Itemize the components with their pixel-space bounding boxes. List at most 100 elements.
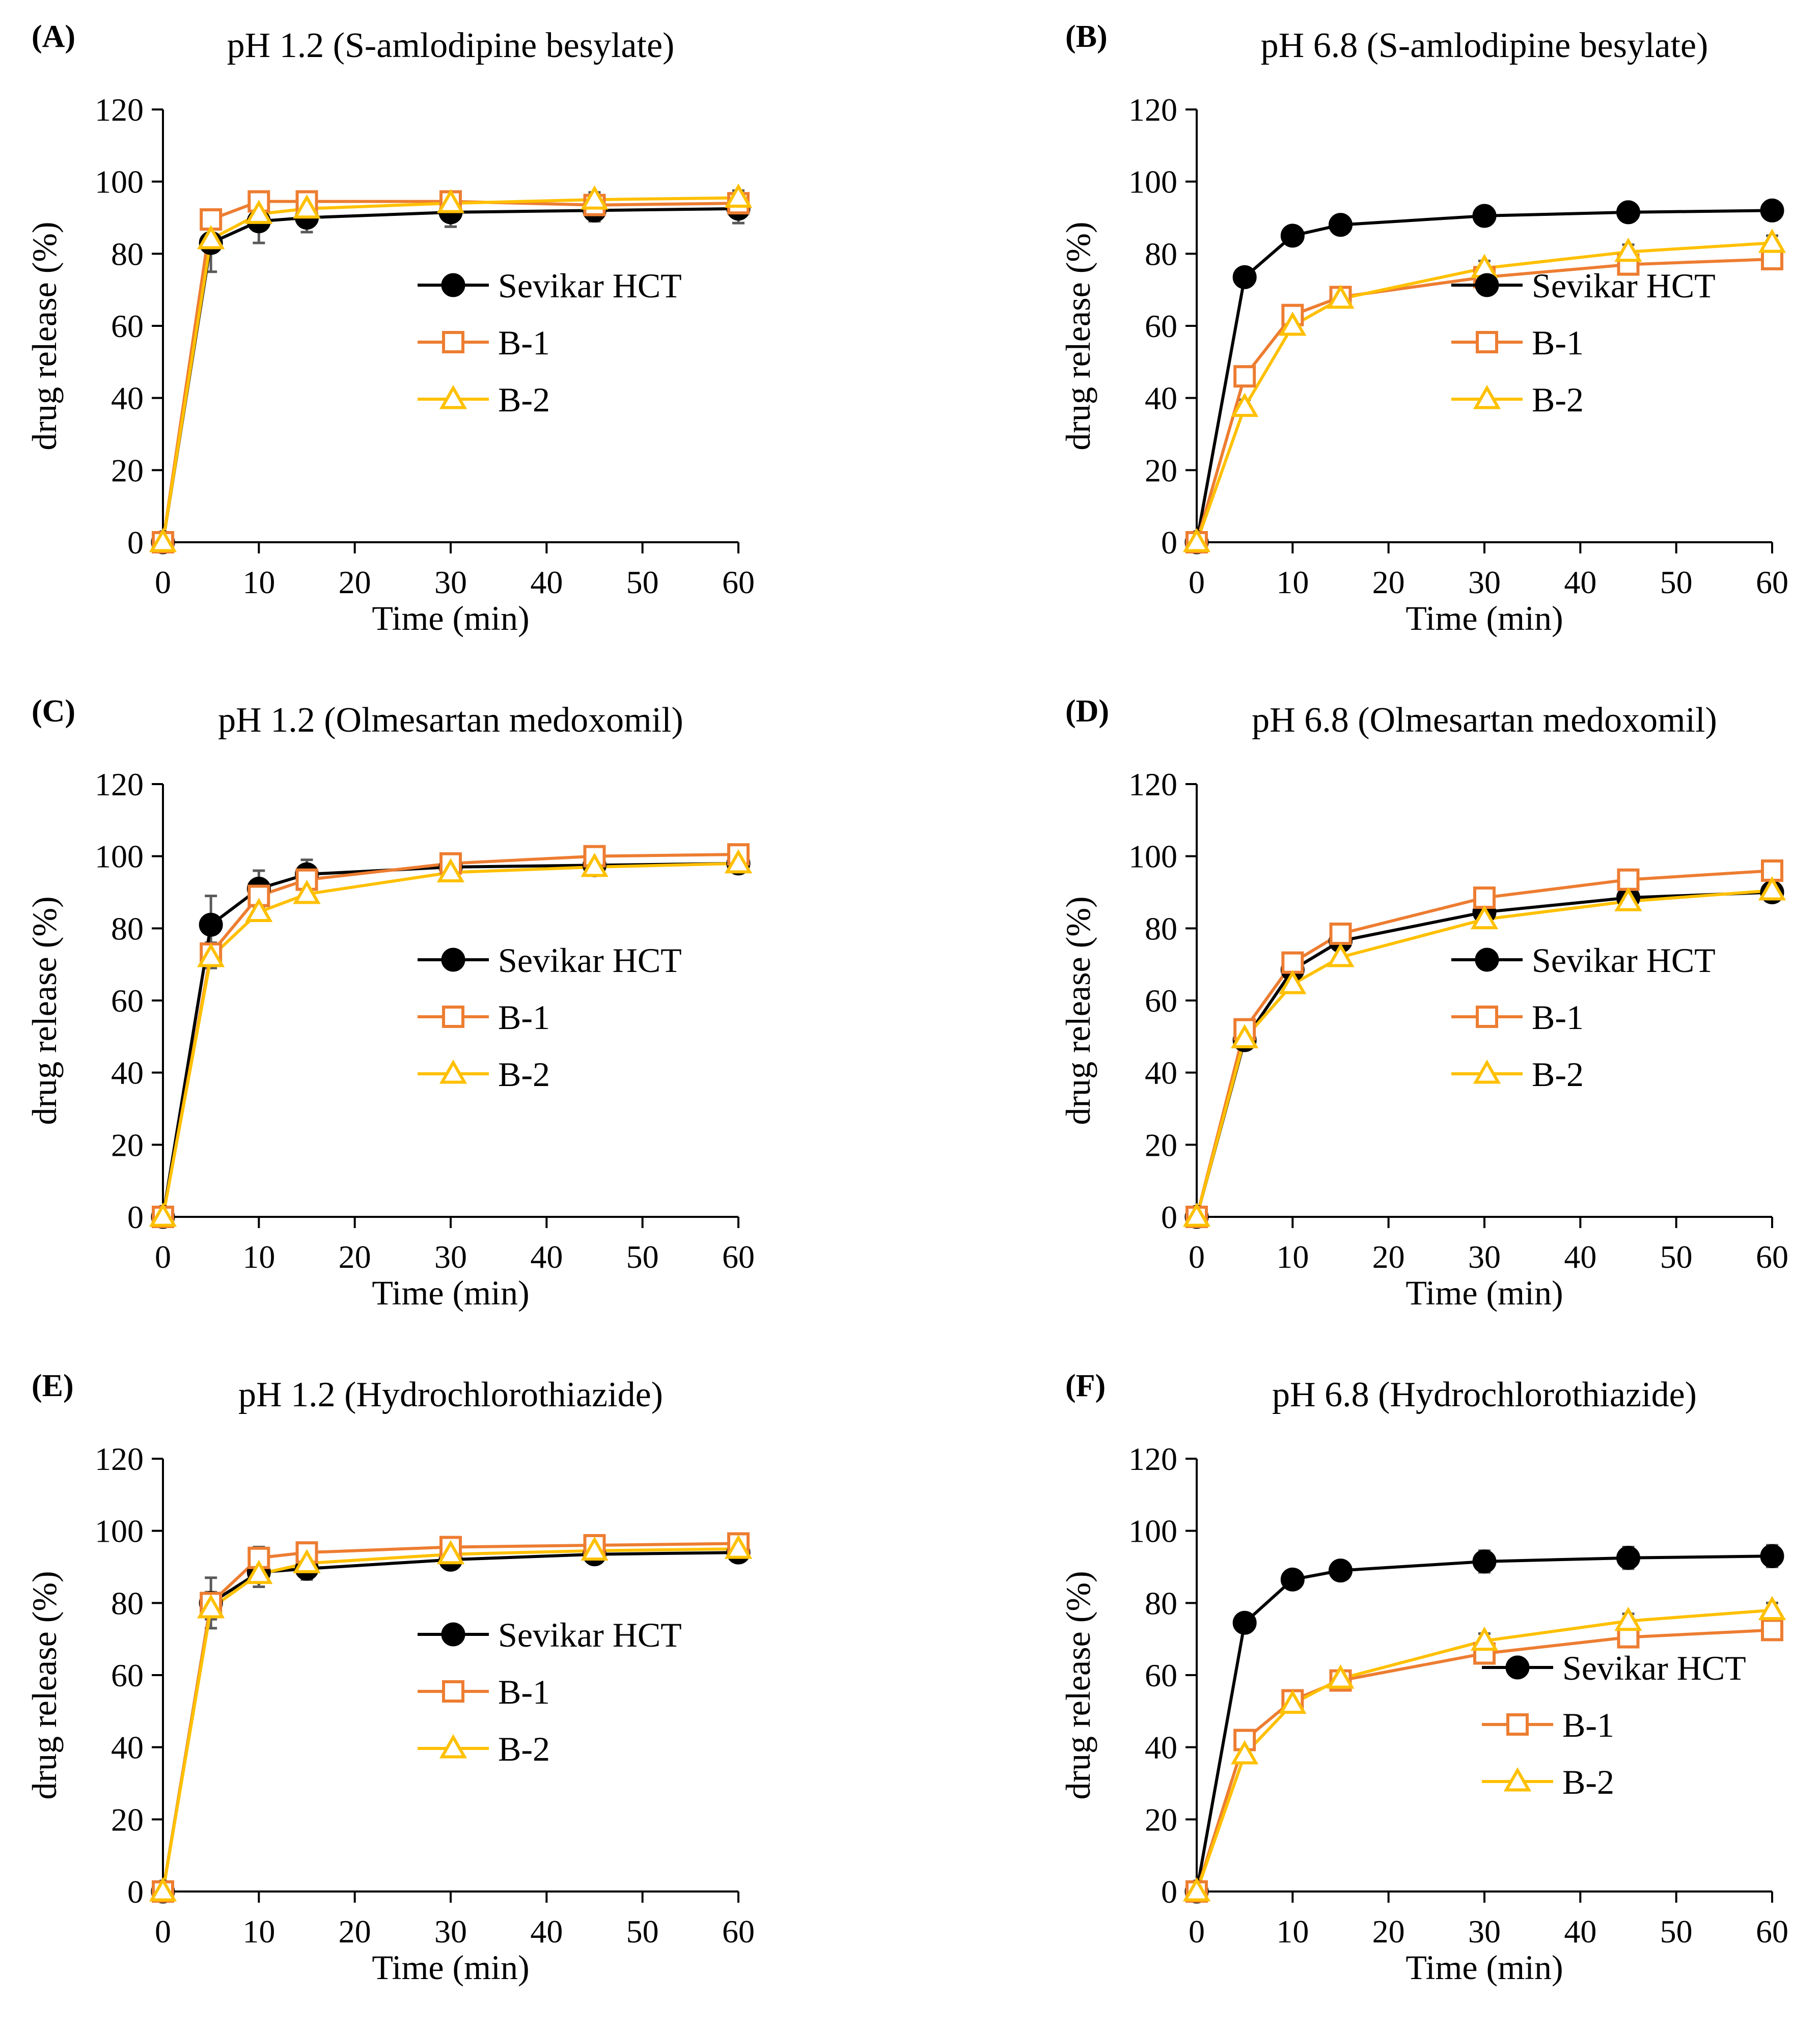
legend-item: B-1 xyxy=(418,998,550,1037)
x-tick-label: 40 xyxy=(530,1913,563,1950)
data-point xyxy=(1614,237,1642,262)
y-tick-label: 0 xyxy=(127,524,144,561)
chart-title: pH 1.2 (S-amlodipine besylate) xyxy=(227,26,675,65)
x-tick-label: 30 xyxy=(434,1239,467,1275)
y-tick-label: 80 xyxy=(1145,1585,1177,1621)
y-axis-label: drug release (%) xyxy=(1059,896,1097,1125)
legend-marker xyxy=(442,1680,464,1703)
data-point xyxy=(1279,970,1307,994)
data-point xyxy=(1616,1546,1640,1570)
x-tick-label: 50 xyxy=(626,1913,659,1950)
chart-panel-3: (C) pH 1.2 (Olmesartan medoxomil) 0 20 40 60 8… xyxy=(25,694,755,1312)
y-axis-label: drug release (%) xyxy=(25,221,64,450)
data-point xyxy=(1182,1202,1211,1227)
data-point xyxy=(436,189,465,213)
x-tick-label: 0 xyxy=(1189,564,1205,600)
legend-marker xyxy=(1476,1006,1498,1028)
x-tick-label: 20 xyxy=(1372,1239,1405,1275)
x-tick-label: 20 xyxy=(339,1239,371,1275)
legend-marker xyxy=(1506,1713,1529,1736)
y-tick-label: 100 xyxy=(1128,839,1177,875)
y-tick-label: 60 xyxy=(111,983,144,1019)
y-tick-label: 100 xyxy=(95,1513,144,1549)
x-tick-label: 60 xyxy=(722,564,755,600)
data-point xyxy=(149,1202,177,1227)
chart-title: pH 6.8 (Hydrochlorothiazide) xyxy=(1272,1375,1697,1414)
data-point xyxy=(1230,393,1259,417)
legend-item: Sevikar HCT xyxy=(418,1616,682,1654)
x-tick-label: 0 xyxy=(155,1913,171,1950)
y-tick-label: 20 xyxy=(1145,452,1177,488)
x-tick-label: 60 xyxy=(1756,1239,1788,1275)
data-point xyxy=(724,849,753,874)
legend-item: Sevikar HCT xyxy=(1451,941,1716,980)
y-tick-label: 80 xyxy=(111,910,144,947)
data-point xyxy=(1472,204,1497,228)
legend-item: B-1 xyxy=(418,323,550,362)
legend-marker xyxy=(1473,1059,1501,1084)
legend-marker xyxy=(1503,1767,1532,1792)
y-tick-label: 0 xyxy=(127,1874,144,1910)
data-point xyxy=(1758,1596,1786,1620)
x-tick-label: 60 xyxy=(1756,1913,1788,1950)
data-point xyxy=(149,527,177,552)
data-point xyxy=(1281,951,1304,974)
y-tick-label: 100 xyxy=(1128,1513,1177,1549)
y-tick-label: 80 xyxy=(111,1585,144,1621)
y-tick-label: 80 xyxy=(1145,910,1177,947)
y-axis-label: drug release (%) xyxy=(25,896,64,1125)
legend-item: B-2 xyxy=(418,1055,550,1094)
legend-item: B-1 xyxy=(1482,1706,1614,1744)
data-point xyxy=(1614,887,1642,911)
x-tick-label: 0 xyxy=(155,564,171,600)
x-tick-label: 50 xyxy=(1660,1913,1693,1950)
data-point xyxy=(1329,213,1353,237)
data-point xyxy=(1279,1689,1307,1714)
x-tick-label: 30 xyxy=(1468,1239,1501,1275)
legend-item: B-1 xyxy=(418,1673,550,1711)
x-tick-label: 10 xyxy=(242,564,275,600)
x-tick-label: 40 xyxy=(530,564,563,600)
legend-marker xyxy=(1473,384,1501,409)
legend: Sevikar HCT B-1 B-2 xyxy=(418,1616,682,1768)
data-point xyxy=(1758,876,1786,901)
data-point xyxy=(581,852,609,877)
y-axis-label: drug release (%) xyxy=(1059,221,1097,450)
x-tick-label: 10 xyxy=(242,1239,275,1275)
x-tick-label: 0 xyxy=(1189,1913,1205,1950)
x-tick-label: 10 xyxy=(1276,564,1309,600)
x-tick-label: 30 xyxy=(434,1913,467,1950)
legend-item: B-1 xyxy=(1451,323,1584,362)
legend-item: Sevikar HCT xyxy=(418,266,682,305)
x-tick-label: 30 xyxy=(434,564,467,600)
x-tick-label: 30 xyxy=(1468,1913,1501,1950)
chart-title: pH 1.2 (Olmesartan medoxomil) xyxy=(218,701,683,740)
legend-label: Sevikar HCT xyxy=(498,266,682,305)
legend-marker xyxy=(442,1006,464,1028)
data-point xyxy=(1760,198,1784,222)
chart-panels: (A) pH 1.2 (S-amlodipine besylate) 0 20 40 60… xyxy=(25,19,1788,1987)
y-tick-label: 60 xyxy=(1145,983,1177,1019)
x-tick-label: 20 xyxy=(1372,1913,1405,1950)
legend-item: B-1 xyxy=(1451,998,1584,1037)
legend-label: B-1 xyxy=(1532,323,1584,362)
y-tick-label: 40 xyxy=(111,380,144,416)
data-point xyxy=(199,912,223,937)
x-tick-label: 50 xyxy=(626,564,659,600)
data-point xyxy=(1279,311,1307,336)
data-point xyxy=(1616,200,1640,225)
y-tick-label: 0 xyxy=(1161,1874,1177,1910)
legend-label: B-1 xyxy=(498,1673,550,1711)
legend: Sevikar HCT B-1 B-2 xyxy=(1482,1649,1746,1801)
data-point xyxy=(1280,224,1305,248)
y-tick-label: 40 xyxy=(1145,380,1177,416)
data-point xyxy=(1230,1740,1259,1765)
x-axis-label: Time (min) xyxy=(372,599,529,637)
x-tick-label: 60 xyxy=(722,1913,755,1950)
legend-label: B-1 xyxy=(1562,1706,1614,1744)
x-tick-label: 40 xyxy=(1564,1239,1596,1275)
data-point xyxy=(1329,1559,1353,1583)
data-point xyxy=(1470,1626,1499,1651)
legend-marker xyxy=(441,1622,465,1647)
x-axis-label: Time (min) xyxy=(372,1948,529,1987)
